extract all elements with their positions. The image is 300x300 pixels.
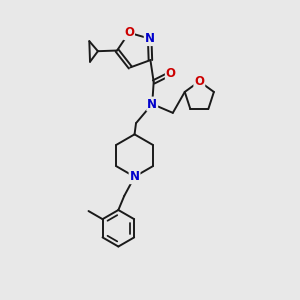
Text: N: N <box>145 32 155 45</box>
Text: O: O <box>124 26 134 39</box>
Text: N: N <box>147 98 157 110</box>
Text: O: O <box>194 75 204 88</box>
Text: O: O <box>166 67 176 80</box>
Text: N: N <box>130 170 140 183</box>
